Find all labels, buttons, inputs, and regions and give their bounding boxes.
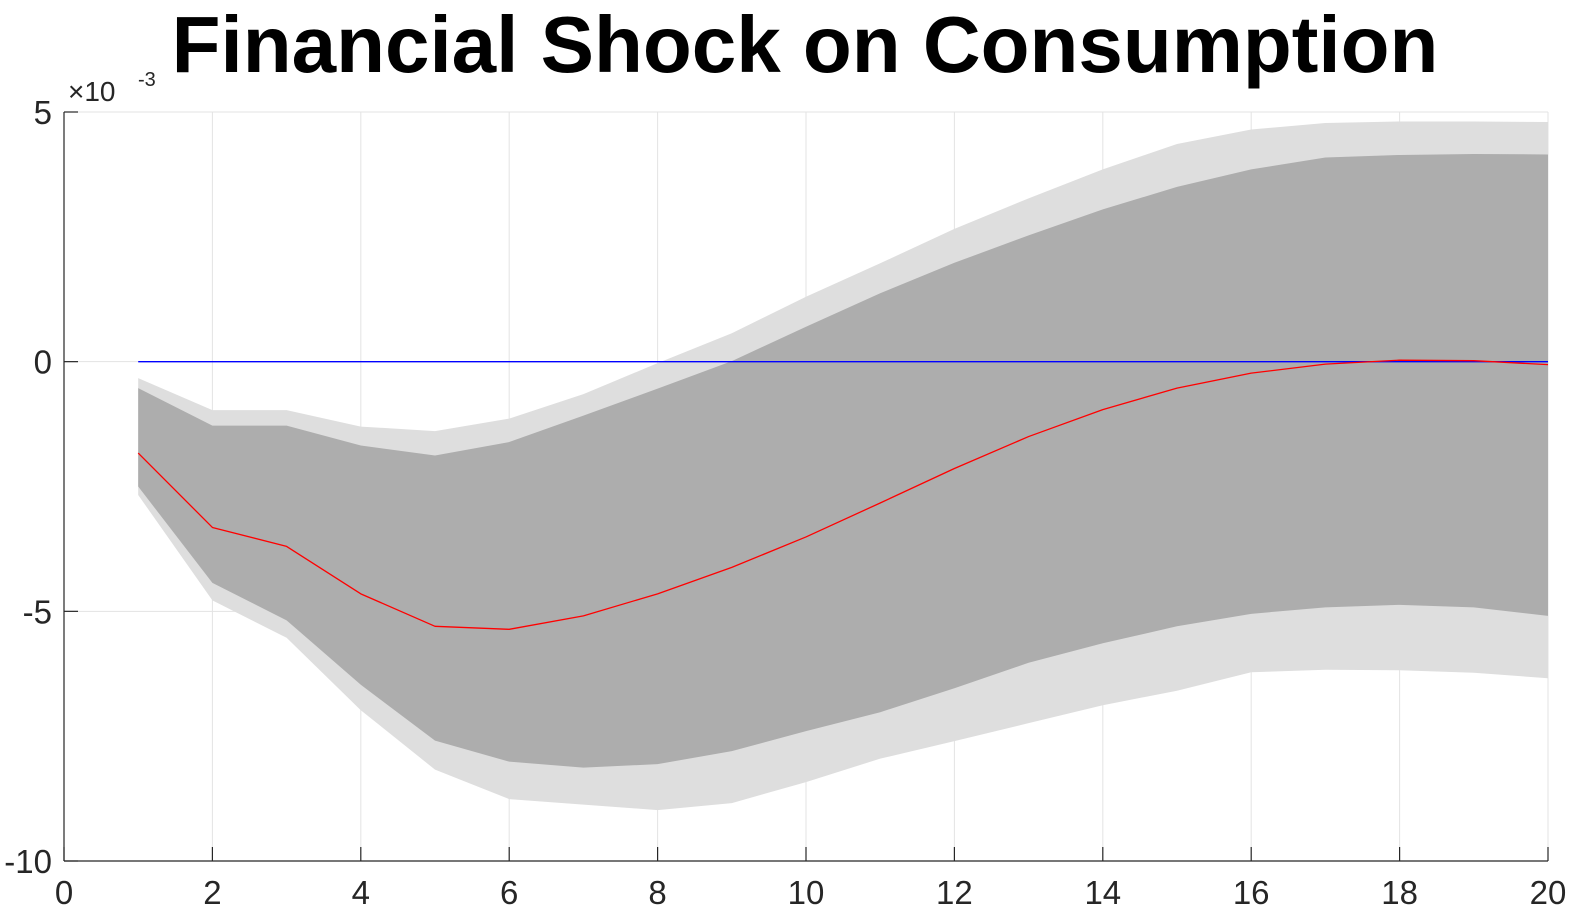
x-tick-label: 18 <box>1381 874 1418 911</box>
y-tick-labels: -10 -5 0 5 <box>4 94 52 880</box>
x-tick-label: 12 <box>936 874 973 911</box>
x-tick-label: 20 <box>1530 874 1567 911</box>
x-tick-label: 4 <box>352 874 370 911</box>
chart-title: Financial Shock on Consumption <box>172 0 1439 89</box>
x-tick-label: 6 <box>500 874 518 911</box>
y-tick-label: 0 <box>34 344 52 381</box>
confidence-bands <box>138 121 1549 811</box>
x-tick-label: 16 <box>1233 874 1270 911</box>
x-tick-label: 10 <box>788 874 825 911</box>
inner-confidence-band <box>138 153 1549 768</box>
y-exponent-power: -3 <box>138 69 156 91</box>
y-exponent-label: ×10 -3 <box>68 69 156 107</box>
y-tick-label: -5 <box>23 593 52 630</box>
impulse-response-line <box>137 359 1549 630</box>
x-tick-label: 2 <box>203 874 221 911</box>
y-tick-label: 5 <box>34 94 52 131</box>
plot-frame <box>63 111 1549 862</box>
x-tick-label: 0 <box>55 874 73 911</box>
data-series <box>137 359 1549 630</box>
y-tick-label: -10 <box>4 843 52 880</box>
x-tick-label: 14 <box>1084 874 1121 911</box>
x-tick-labels: 0 2 4 6 8 10 12 14 16 18 20 <box>55 874 1567 911</box>
x-tick-label: 8 <box>648 874 666 911</box>
y-exponent-base: ×10 <box>68 76 116 107</box>
